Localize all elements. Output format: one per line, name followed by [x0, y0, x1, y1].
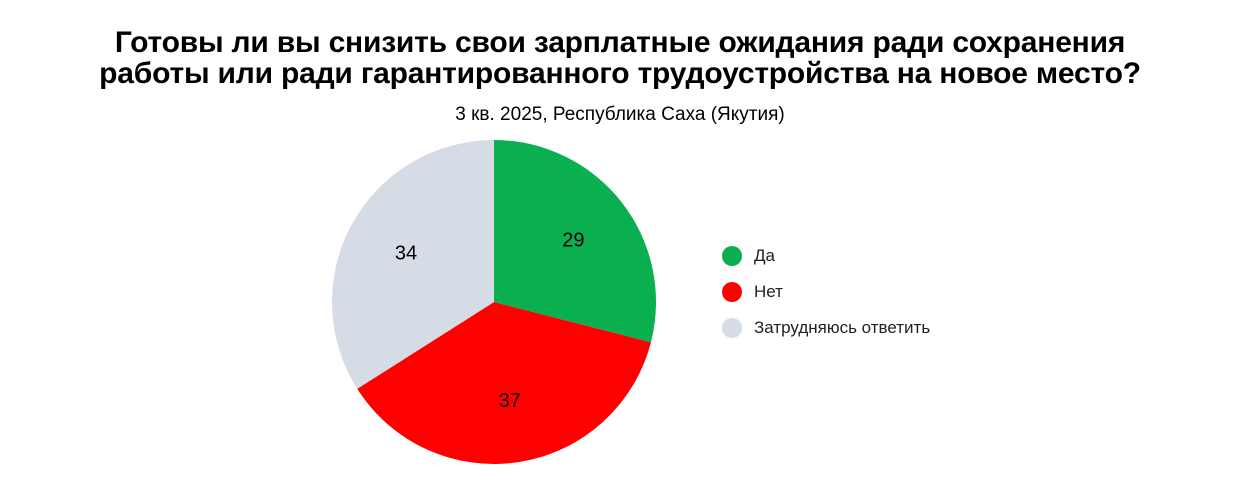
legend-label-no: Нет: [754, 282, 783, 301]
slice-no-value-label: 37: [499, 390, 521, 412]
slice-yes[interactable]: [494, 140, 656, 343]
legend-label-yes: Да: [754, 246, 775, 265]
legend-swatch-undecided: [722, 318, 742, 338]
chart-subtitle: 3 кв. 2025, Республика Саха (Якутия): [455, 104, 785, 125]
legend-label-undecided: Затрудняюсь ответить: [754, 318, 931, 337]
legend-swatch-no: [722, 282, 742, 302]
pie-labels: 29 37 34: [395, 229, 585, 412]
legend-item-no[interactable]: Нет: [722, 274, 930, 310]
slice-no[interactable]: [357, 302, 651, 464]
slice-yes-value-label: 29: [562, 229, 584, 251]
legend-item-undecided[interactable]: Затрудняюсь ответить: [722, 310, 930, 346]
slice-undecided[interactable]: [332, 140, 494, 389]
pie-slices: [332, 140, 656, 464]
legend-swatch-yes: [722, 246, 742, 266]
legend: Да Нет Затрудняюсь ответить: [722, 238, 930, 346]
chart-title-line-1: Готовы ли вы снизить свои зарплатные ожи…: [114, 26, 1126, 59]
slice-undecided-value-label: 34: [395, 243, 417, 265]
chart-title: Готовы ли вы снизить свои зарплатные ожи…: [0, 27, 1240, 89]
legend-item-yes[interactable]: Да: [722, 238, 930, 274]
chart-title-line-2: работы или ради гарантированного трудоус…: [99, 57, 1141, 90]
